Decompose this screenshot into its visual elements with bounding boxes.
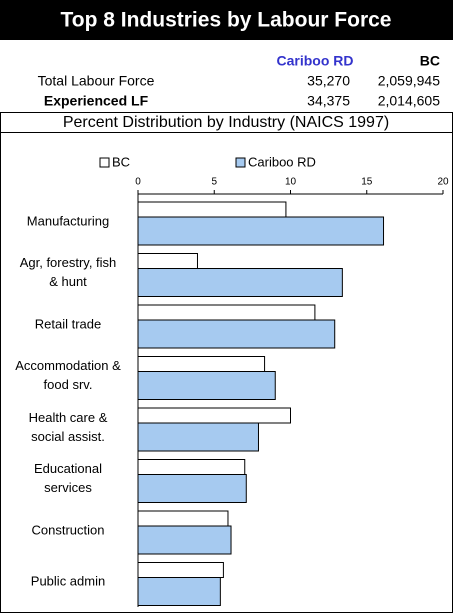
cell: 2,059,945 [378, 73, 440, 89]
cell: 2,014,605 [378, 93, 440, 109]
category-label: Educational services [34, 461, 102, 496]
column-header: Cariboo RD [277, 53, 354, 69]
category-label: Manufacturing [26, 213, 110, 229]
bar [137, 253, 198, 269]
bar [137, 216, 385, 246]
bar [137, 319, 336, 349]
category-label: Accommodation & food srv. [15, 358, 121, 393]
x-tick-label: 5 [211, 177, 217, 188]
x-tick-label: 0 [135, 177, 141, 188]
chart-title: Percent Distribution by Industry (NAICS … [63, 114, 389, 131]
category-label: Public admin [30, 573, 106, 589]
bar [137, 304, 316, 321]
row-label: Experienced LF [44, 93, 149, 109]
bar [137, 422, 259, 452]
column-header: BC [420, 53, 440, 69]
bar [137, 268, 343, 297]
cell: 34,375 [307, 93, 350, 109]
category-label: Agr, forestry, fish & hunt [19, 255, 117, 290]
page-title: Top 8 Industries by Labour Force [61, 9, 392, 32]
bar [137, 201, 287, 218]
bar [137, 562, 224, 578]
legend-label: BC [112, 154, 130, 169]
category-label: Construction [31, 522, 105, 538]
category-label: Retail trade [34, 316, 102, 332]
bar [137, 510, 229, 527]
bar [137, 474, 247, 503]
bar [137, 407, 291, 424]
legend-label: Cariboo RD [248, 154, 316, 169]
row-label: Total Labour Force [38, 73, 155, 89]
x-tick-label: 15 [361, 177, 373, 188]
bar [137, 371, 276, 400]
x-tick-label: 10 [285, 177, 297, 188]
legend-swatch [99, 157, 110, 168]
x-tick-label: 20 [437, 177, 449, 188]
bar [137, 577, 221, 606]
bar [137, 459, 246, 475]
category-label: Health care & social assist. [28, 409, 108, 444]
legend-swatch [235, 157, 246, 168]
title-bar [0, 0, 453, 40]
bar [137, 525, 232, 555]
cell: 35,270 [307, 73, 350, 89]
bar [137, 356, 266, 372]
